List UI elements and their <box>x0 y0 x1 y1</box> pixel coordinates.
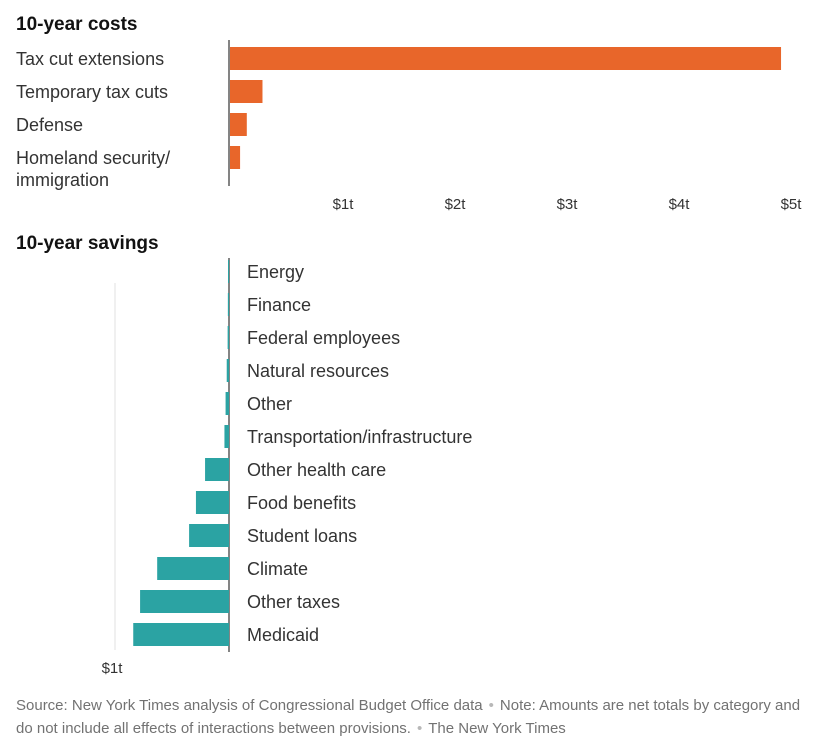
savings-category-label: Finance <box>247 295 311 315</box>
separator-dot: • <box>416 720 423 737</box>
chart-footer: Source: New York Times analysis of Congr… <box>16 694 806 740</box>
credit-line: The New York Times <box>428 720 566 737</box>
savings-category-label: Student loans <box>247 526 357 546</box>
costs-bar <box>230 146 241 169</box>
savings-category-label: Transportation/infrastructure <box>247 427 472 447</box>
savings-category-label: Other health care <box>247 460 386 480</box>
savings-category-label: Climate <box>247 559 308 579</box>
savings-bar <box>228 260 229 283</box>
savings-chart: 10-year savings Energy Finance Federal emp… <box>16 233 472 677</box>
savings-bar <box>133 623 229 646</box>
savings-tick-label: $1t <box>102 660 124 677</box>
costs-category-label: Tax cut extensions <box>16 49 164 69</box>
savings-bar <box>205 458 229 481</box>
savings-bar <box>227 326 229 349</box>
explanatory-note: Note: Amounts are net totals by category… <box>16 697 801 737</box>
costs-chart: 10-year costs Tax cut extensions Temporar… <box>16 14 802 213</box>
savings-category-label: Energy <box>247 262 304 282</box>
costs-tick-label: $1t <box>333 196 355 213</box>
savings-category-label: Federal employees <box>247 328 400 348</box>
savings-bar <box>224 425 229 448</box>
costs-tick-label: $4t <box>669 196 691 213</box>
savings-category-label: Other <box>247 394 292 414</box>
costs-bar <box>230 80 263 103</box>
savings-chart-title: 10-year savings <box>16 233 159 254</box>
costs-category-label: Defense <box>16 115 83 135</box>
savings-bar <box>140 590 229 613</box>
savings-category-label: Medicaid <box>247 625 319 645</box>
savings-bar <box>157 557 229 580</box>
savings-category-label: Food benefits <box>247 493 356 513</box>
savings-bar <box>225 392 229 415</box>
separator-dot: • <box>488 697 494 714</box>
savings-category-label: Other taxes <box>247 592 340 612</box>
source-note: Source: New York Times analysis of Congr… <box>16 697 483 714</box>
costs-tick-label: $5t <box>781 196 803 213</box>
costs-tick-label: $2t <box>445 196 467 213</box>
savings-bar <box>227 293 229 316</box>
savings-bar <box>189 524 229 547</box>
savings-category-label: Natural resources <box>247 361 389 381</box>
costs-bar <box>230 113 247 136</box>
chart-canvas: 10-year costs Tax cut extensions Temporar… <box>16 14 802 677</box>
costs-bar <box>230 47 782 70</box>
costs-category-label: Homeland security/immigration <box>16 148 170 190</box>
costs-category-label: Temporary tax cuts <box>16 82 168 102</box>
costs-chart-title: 10-year costs <box>16 14 137 35</box>
savings-bar <box>195 491 229 514</box>
costs-tick-label: $3t <box>557 196 579 213</box>
savings-bar <box>226 359 229 382</box>
